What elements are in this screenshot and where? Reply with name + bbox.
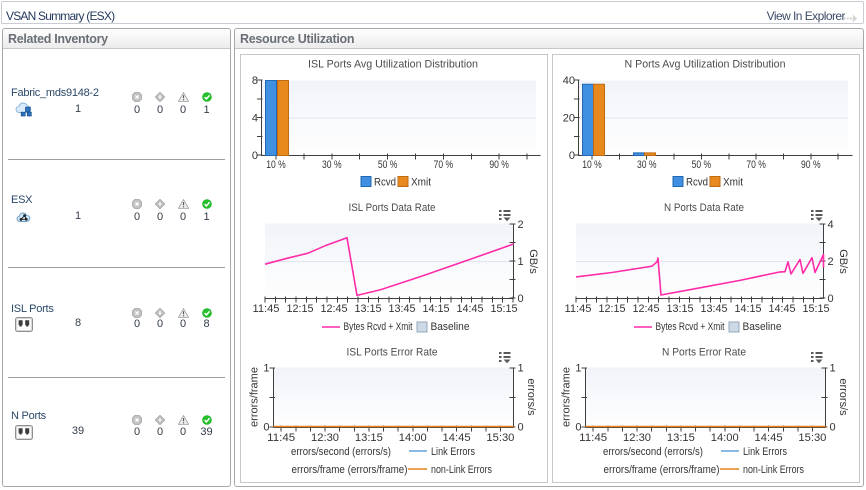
svg-text:40: 40 [563, 75, 575, 87]
svg-text:12:30: 12:30 [623, 432, 651, 444]
svg-text:10 %: 10 % [582, 159, 602, 171]
svg-text:12:15: 12:15 [599, 303, 626, 315]
svg-text:ISL Ports Avg Utilization Dist: ISL Ports Avg Utilization Distribution [308, 59, 478, 71]
svg-text:11:45: 11:45 [267, 432, 295, 444]
svg-text:15:30: 15:30 [486, 432, 514, 444]
svg-text:Link Errors: Link Errors [743, 446, 787, 458]
svg-text:0: 0 [575, 422, 581, 434]
svg-text:12:45: 12:45 [633, 303, 660, 315]
svg-text:15:15: 15:15 [491, 303, 518, 315]
svg-text:12:30: 12:30 [311, 432, 339, 444]
svg-text:0: 0 [518, 293, 524, 305]
svg-text:70 %: 70 % [746, 159, 766, 171]
svg-text:90 %: 90 % [801, 159, 821, 171]
svg-text:15:30: 15:30 [798, 432, 826, 444]
svg-text:11:45: 11:45 [565, 303, 592, 315]
svg-text:errors/second (errors/s): errors/second (errors/s) [291, 446, 391, 458]
svg-text:errors/frame: errors/frame [561, 367, 573, 427]
svg-text:errors/s: errors/s [837, 378, 849, 416]
svg-text:4: 4 [252, 113, 258, 125]
svg-text:14:00: 14:00 [711, 432, 739, 444]
svg-text:13:45: 13:45 [701, 303, 728, 315]
svg-text:errors/frame (errors/frame): errors/frame (errors/frame) [604, 464, 720, 476]
svg-text:8: 8 [252, 75, 258, 87]
svg-text:Bytes Rcvd + Xmit: Bytes Rcvd + Xmit [656, 321, 725, 333]
svg-text:50 %: 50 % [378, 159, 398, 171]
svg-text:14:45: 14:45 [457, 303, 484, 315]
svg-text:4: 4 [828, 219, 834, 231]
svg-text:10 %: 10 % [266, 159, 286, 171]
svg-text:50 %: 50 % [692, 159, 712, 171]
svg-text:Bytes Rcvd + Xmit: Bytes Rcvd + Xmit [344, 321, 413, 333]
svg-text:2: 2 [828, 256, 834, 268]
svg-text:12:15: 12:15 [287, 303, 314, 315]
svg-text:Xmit: Xmit [411, 177, 431, 189]
svg-text:13:15: 13:15 [355, 303, 382, 315]
svg-text:1: 1 [575, 363, 581, 375]
svg-text:13:15: 13:15 [667, 432, 695, 444]
svg-text:13:15: 13:15 [667, 303, 694, 315]
svg-text:errors/second (errors/s): errors/second (errors/s) [603, 446, 703, 458]
svg-text:Rcvd: Rcvd [374, 177, 396, 189]
svg-text:ISL Ports Error Rate: ISL Ports Error Rate [347, 347, 438, 359]
svg-text:Link Errors: Link Errors [431, 446, 475, 458]
svg-text:N Ports Error Rate: N Ports Error Rate [662, 347, 746, 359]
svg-text:11:45: 11:45 [253, 303, 280, 315]
svg-text:1: 1 [518, 256, 524, 268]
svg-text:N Ports Data Rate: N Ports Data Rate [664, 202, 744, 214]
svg-text:1: 1 [518, 363, 524, 375]
svg-text:0: 0 [828, 293, 834, 305]
svg-text:non-Link Errors: non-Link Errors [743, 464, 804, 476]
svg-text:Baseline: Baseline [431, 321, 470, 333]
svg-text:0: 0 [569, 150, 575, 162]
svg-text:2: 2 [518, 219, 524, 231]
svg-text:15:15: 15:15 [803, 303, 830, 315]
svg-text:Rcvd: Rcvd [686, 177, 708, 189]
svg-text:14:15: 14:15 [423, 303, 450, 315]
svg-text:Baseline: Baseline [743, 321, 782, 333]
svg-text:30 %: 30 % [637, 159, 657, 171]
svg-text:13:45: 13:45 [389, 303, 416, 315]
svg-text:13:15: 13:15 [355, 432, 383, 444]
svg-text:14:45: 14:45 [755, 432, 783, 444]
svg-text:GB/s: GB/s [527, 249, 539, 274]
svg-text:0: 0 [830, 422, 836, 434]
svg-text:1: 1 [830, 363, 836, 375]
svg-text:20: 20 [563, 113, 575, 125]
svg-text:GB/s: GB/s [837, 249, 849, 274]
svg-text:ISL Ports Data Rate: ISL Ports Data Rate [349, 202, 436, 214]
svg-text:90 %: 90 % [489, 159, 509, 171]
svg-text:14:45: 14:45 [443, 432, 471, 444]
svg-text:0: 0 [263, 422, 269, 434]
svg-text:12:45: 12:45 [321, 303, 348, 315]
svg-text:0: 0 [252, 150, 258, 162]
svg-text:Xmit: Xmit [723, 177, 743, 189]
svg-text:N Ports Avg Utilization Distri: N Ports Avg Utilization Distribution [625, 59, 786, 71]
svg-text:30 %: 30 % [322, 159, 342, 171]
svg-text:non-Link Errors: non-Link Errors [431, 464, 492, 476]
svg-text:errors/frame (errors/frame): errors/frame (errors/frame) [292, 464, 408, 476]
svg-text:1: 1 [263, 363, 269, 375]
svg-text:70 %: 70 % [434, 159, 454, 171]
svg-text:0: 0 [518, 422, 524, 434]
svg-text:14:00: 14:00 [399, 432, 427, 444]
svg-text:11:45: 11:45 [579, 432, 607, 444]
svg-text:errors/frame: errors/frame [249, 367, 261, 427]
svg-text:errors/s: errors/s [525, 378, 537, 416]
svg-text:14:15: 14:15 [735, 303, 762, 315]
svg-text:14:45: 14:45 [769, 303, 796, 315]
